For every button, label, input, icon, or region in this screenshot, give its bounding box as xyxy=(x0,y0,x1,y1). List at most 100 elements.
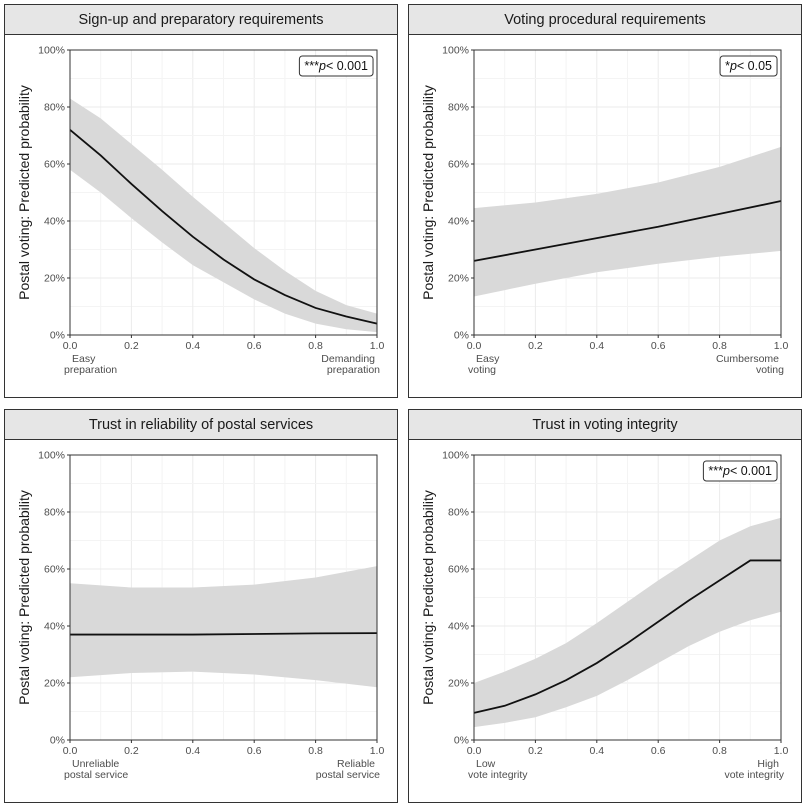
x-caption-left-line: postal service xyxy=(64,769,128,781)
y-tick-label: 100% xyxy=(38,45,65,57)
x-tick-label: 1.0 xyxy=(774,745,789,757)
x-tick-label: 0.8 xyxy=(308,340,323,352)
y-axis-label: Postal voting: Predicted probability xyxy=(16,85,32,300)
y-tick-label: 40% xyxy=(44,216,65,228)
x-tick-label: 0.0 xyxy=(63,745,78,757)
x-tick-label: 0.2 xyxy=(528,745,543,757)
y-tick-label: 20% xyxy=(44,273,65,285)
pvalue-threshold: < 0.001 xyxy=(730,464,772,478)
confidence-band xyxy=(70,566,377,688)
pvalue-p: p xyxy=(318,59,326,73)
y-tick-label: 100% xyxy=(38,450,65,462)
pvalue-frame xyxy=(702,460,778,482)
y-tick-label: 80% xyxy=(448,102,469,114)
pvalue-stars: * xyxy=(725,59,730,73)
x-caption-right-line: High xyxy=(757,758,779,770)
x-caption-left-line: Low xyxy=(476,758,496,770)
pvalue-box: *p< 0.05 xyxy=(719,55,778,77)
x-tick-label: 0.2 xyxy=(528,340,543,352)
x-tick-label: 0.6 xyxy=(247,745,262,757)
y-axis-label: Postal voting: Predicted probability xyxy=(16,490,32,705)
x-tick-label: 0.8 xyxy=(712,340,727,352)
x-tick-label: 0.4 xyxy=(185,340,200,352)
pvalue-text: ***p< 0.001 xyxy=(304,59,368,73)
y-tick-label: 100% xyxy=(442,450,469,462)
x-caption-right-line: vote integrity xyxy=(724,769,784,781)
confidence-band xyxy=(70,98,377,333)
x-tick-label: 1.0 xyxy=(370,340,385,352)
x-tick-label: 1.0 xyxy=(370,745,385,757)
x-caption-left-line: preparation xyxy=(64,364,117,376)
x-tick-label: 0.4 xyxy=(185,745,200,757)
y-tick-label: 0% xyxy=(50,330,65,342)
pvalue-frame xyxy=(719,55,778,77)
pvalue-threshold: < 0.001 xyxy=(326,59,368,73)
plot-border xyxy=(69,454,378,741)
pvalue-box: ***p< 0.001 xyxy=(298,55,374,77)
y-tick-label: 60% xyxy=(448,159,469,171)
x-caption-left: Easy preparation xyxy=(64,353,117,376)
plot-border xyxy=(473,454,782,741)
strip-background xyxy=(4,4,398,35)
x-caption-right-line: voting xyxy=(756,364,784,376)
x-caption-right-line: preparation xyxy=(327,364,380,376)
x-caption-left-line: Easy xyxy=(72,353,96,365)
predicted-line xyxy=(473,559,781,714)
strip-title: Trust in reliability of postal services xyxy=(89,417,313,433)
plot-border xyxy=(69,49,378,336)
strip-title: Voting procedural requirements xyxy=(504,12,706,28)
x-tick-label: 0.8 xyxy=(308,745,323,757)
y-axis-label: Postal voting: Predicted probability xyxy=(420,85,436,300)
panel-voting-procedure: Voting procedural requirements 0% 20% 40% 60… xyxy=(408,4,802,398)
y-tick-label: 60% xyxy=(44,159,65,171)
x-caption-left-line: Unreliable xyxy=(72,758,119,770)
x-tick-label: 0.2 xyxy=(124,745,139,757)
strip-background xyxy=(4,409,398,440)
x-tick-label: 0.4 xyxy=(589,745,604,757)
x-caption-right-line: Reliable xyxy=(337,758,375,770)
predicted-line xyxy=(473,200,782,262)
pvalue-threshold: < 0.05 xyxy=(737,59,772,73)
pvalue-text: ***p< 0.001 xyxy=(708,464,772,478)
x-caption-left: Easy voting xyxy=(468,353,500,376)
x-tick-label: 0.0 xyxy=(63,340,78,352)
strip-title: Trust in voting integrity xyxy=(532,417,678,433)
panel-postal-trust: Trust in reliability of postal services 0… xyxy=(4,409,398,803)
x-caption-right-line: Demanding xyxy=(321,353,375,365)
y-tick-label: 20% xyxy=(448,678,469,690)
x-caption-right-line: postal service xyxy=(316,769,380,781)
y-tick-label: 80% xyxy=(44,102,65,114)
y-tick-label: 60% xyxy=(448,564,469,576)
y-tick-label: 40% xyxy=(448,621,469,633)
x-caption-right: Reliable postal service xyxy=(316,758,380,781)
x-tick-label: 1.0 xyxy=(774,340,789,352)
y-tick-label: 80% xyxy=(44,507,65,519)
x-caption-left-line: vote integrity xyxy=(468,769,528,781)
chart-postal-trust: Trust in reliability of postal services 0… xyxy=(4,409,398,803)
pvalue-p: p xyxy=(722,464,730,478)
x-tick-label: 0.2 xyxy=(124,340,139,352)
y-tick-label: 0% xyxy=(454,735,469,747)
y-tick-label: 100% xyxy=(442,45,469,57)
x-caption-right: Cumbersome voting xyxy=(716,353,784,376)
x-tick-label: 0.6 xyxy=(247,340,262,352)
x-tick-label: 0.0 xyxy=(467,745,482,757)
y-axis-label: Postal voting: Predicted probability xyxy=(420,490,436,705)
y-tick-label: 0% xyxy=(454,330,469,342)
pvalue-p: p xyxy=(729,59,737,73)
x-tick-label: 0.6 xyxy=(651,340,666,352)
confidence-band xyxy=(474,146,781,297)
y-tick-label: 0% xyxy=(50,735,65,747)
pvalue-text: *p< 0.05 xyxy=(725,59,772,73)
predicted-line xyxy=(69,129,378,325)
x-tick-label: 0.4 xyxy=(589,340,604,352)
x-caption-left-line: Easy xyxy=(476,353,500,365)
predicted-line xyxy=(70,632,378,636)
y-tick-label: 40% xyxy=(448,216,469,228)
plot-border xyxy=(473,49,782,336)
x-caption-left-line: voting xyxy=(468,364,496,376)
y-tick-label: 60% xyxy=(44,564,65,576)
chart-signup: Sign-up and preparatory requirements 0% 20… xyxy=(4,4,398,398)
y-tick-label: 80% xyxy=(448,507,469,519)
x-tick-label: 0.0 xyxy=(467,340,482,352)
